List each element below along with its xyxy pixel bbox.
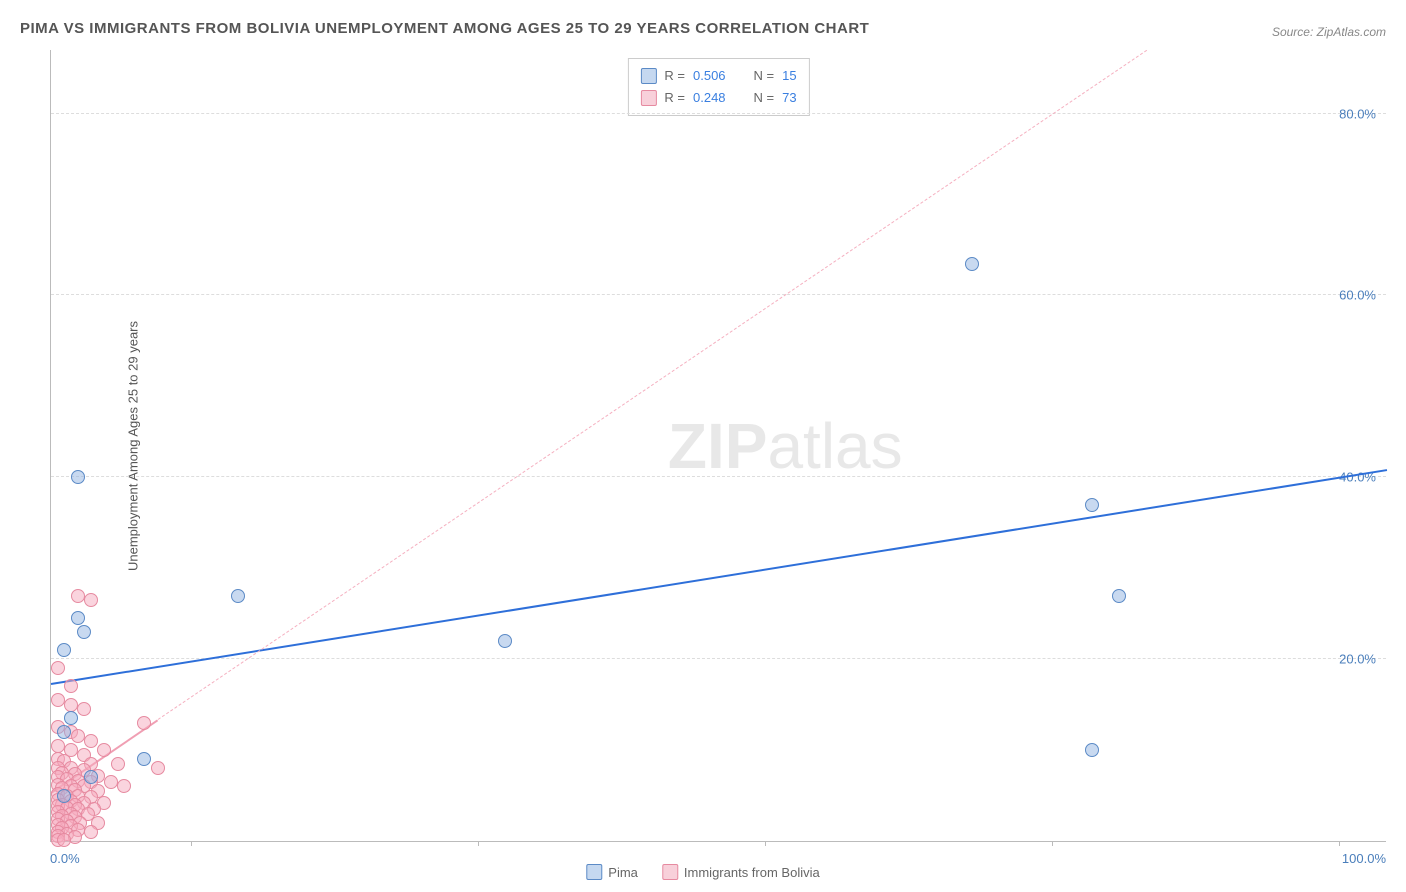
legend-item: Pima: [586, 864, 638, 880]
data-point-pima: [57, 643, 71, 657]
data-point-bolivia: [64, 679, 78, 693]
data-point-bolivia: [151, 761, 165, 775]
stat-n-value: 73: [782, 87, 796, 109]
data-point-bolivia: [51, 661, 65, 675]
data-point-pima: [498, 634, 512, 648]
data-point-bolivia: [104, 775, 118, 789]
data-point-bolivia: [64, 698, 78, 712]
y-tick-label: 20.0%: [1339, 652, 1376, 667]
data-point-pima: [1085, 743, 1099, 757]
data-point-pima: [77, 625, 91, 639]
stat-row: R = 0.248 N = 73: [640, 87, 796, 109]
data-point-pima: [71, 611, 85, 625]
legend-swatch: [586, 864, 602, 880]
data-point-pima: [231, 589, 245, 603]
data-point-bolivia: [117, 779, 131, 793]
data-point-bolivia: [51, 739, 65, 753]
data-point-bolivia: [57, 833, 71, 847]
data-point-bolivia: [51, 693, 65, 707]
x-tick: [765, 841, 766, 846]
data-point-bolivia: [137, 716, 151, 730]
x-tick-label-start: 0.0%: [50, 851, 80, 866]
gridline: [51, 113, 1386, 114]
legend-swatch: [662, 864, 678, 880]
data-point-bolivia: [84, 825, 98, 839]
gridline: [51, 294, 1386, 295]
legend-swatch: [640, 90, 656, 106]
x-tick: [478, 841, 479, 846]
source-attribution: Source: ZipAtlas.com: [1272, 25, 1386, 39]
data-point-bolivia: [71, 729, 85, 743]
data-point-pima: [71, 470, 85, 484]
chart-plot-area: ZIPatlas R = 0.506 N = 15 R = 0.248 N = 73 20.0…: [50, 50, 1386, 842]
stat-r-value: 0.506: [693, 65, 726, 87]
data-point-pima: [57, 789, 71, 803]
data-point-bolivia: [84, 734, 98, 748]
x-tick: [1339, 841, 1340, 846]
trend-line-pima: [51, 469, 1387, 685]
chart-title: PIMA VS IMMIGRANTS FROM BOLIVIA UNEMPLOY…: [20, 20, 869, 37]
data-point-pima: [1085, 498, 1099, 512]
legend-label: Immigrants from Bolivia: [684, 865, 820, 880]
x-tick: [191, 841, 192, 846]
data-point-pima: [84, 770, 98, 784]
stat-n-value: 15: [782, 65, 796, 87]
data-point-pima: [64, 711, 78, 725]
stat-n-label: N =: [754, 87, 775, 109]
data-point-bolivia: [84, 593, 98, 607]
watermark: ZIPatlas: [668, 409, 903, 483]
stat-row: R = 0.506 N = 15: [640, 65, 796, 87]
data-point-bolivia: [97, 743, 111, 757]
gridline: [51, 658, 1386, 659]
data-point-pima: [1112, 589, 1126, 603]
stat-r-label: R =: [664, 65, 685, 87]
y-tick-label: 80.0%: [1339, 106, 1376, 121]
data-point-bolivia: [111, 757, 125, 771]
correlation-stats-box: R = 0.506 N = 15 R = 0.248 N = 73: [627, 58, 809, 116]
stat-r-label: R =: [664, 87, 685, 109]
data-point-pima: [57, 725, 71, 739]
data-point-bolivia: [71, 589, 85, 603]
trend-line-bolivia-dash: [158, 50, 1147, 720]
y-tick-label: 60.0%: [1339, 288, 1376, 303]
legend-label: Pima: [608, 865, 638, 880]
x-tick: [1052, 841, 1053, 846]
gridline: [51, 476, 1386, 477]
data-point-bolivia: [77, 702, 91, 716]
stat-n-label: N =: [754, 65, 775, 87]
data-point-pima: [137, 752, 151, 766]
data-point-pima: [965, 257, 979, 271]
x-tick-label-end: 100.0%: [1342, 851, 1386, 866]
legend-swatch: [640, 68, 656, 84]
stat-r-value: 0.248: [693, 87, 726, 109]
legend: Pima Immigrants from Bolivia: [586, 864, 819, 880]
legend-item: Immigrants from Bolivia: [662, 864, 820, 880]
